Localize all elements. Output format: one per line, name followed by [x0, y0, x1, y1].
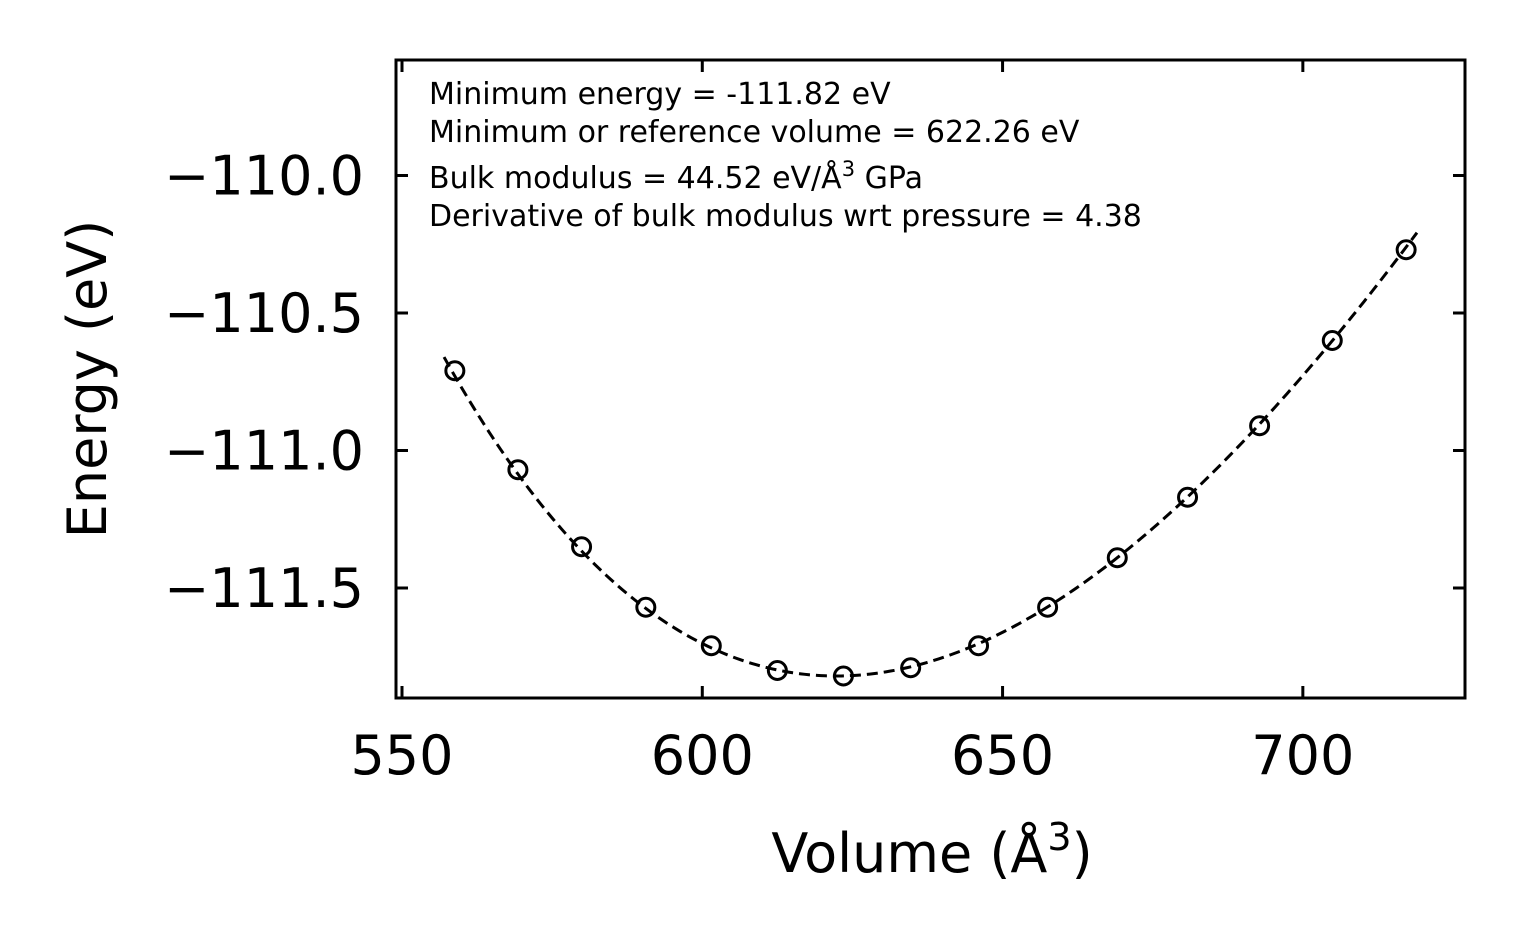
data-point — [968, 635, 990, 657]
plot-frame — [394, 58, 1467, 700]
data-point — [1321, 330, 1343, 351]
x-tick-label: 650 — [951, 724, 1054, 787]
annotation-bulk-modulus: Bulk modulus = 44.52 eV/Å3 GPa — [429, 157, 923, 196]
data-point — [700, 635, 722, 657]
y-tick-label: −110.5 — [164, 282, 364, 345]
x-axis-title-close: ) — [1072, 822, 1093, 885]
x-axis-title-sup: 3 — [1047, 815, 1071, 859]
data-point — [571, 536, 593, 558]
data-point — [1177, 486, 1199, 508]
data-point — [507, 459, 529, 481]
x-tick-label: 700 — [1251, 724, 1354, 787]
annotation-min-volume: Minimum or reference volume = 622.26 eV — [429, 115, 1080, 150]
x-tick-label: 550 — [350, 724, 453, 787]
data-point — [766, 660, 788, 681]
data-point — [1249, 415, 1271, 437]
y-axis-title: Energy (eV) — [56, 220, 119, 539]
bulk-modulus-sup: 3 — [842, 157, 855, 181]
data-point — [1037, 596, 1059, 618]
data-point — [444, 360, 466, 382]
y-tick-label: −111.0 — [164, 420, 364, 483]
data-point — [1106, 547, 1128, 569]
data-point — [1395, 239, 1417, 261]
x-tick-label: 600 — [651, 724, 754, 787]
y-tick-label: −111.5 — [164, 557, 364, 620]
y-tick-label: −110.0 — [164, 145, 364, 208]
fit-curve — [442, 231, 1419, 678]
x-axis-title: Volume (Å3) — [771, 815, 1092, 885]
y-axis-ticks: −110.0 −110.5 −111.0 −111.5 — [164, 145, 1465, 620]
bulk-modulus-unit: GPa — [855, 161, 923, 196]
x-axis-ticks: 550 600 650 700 — [350, 60, 1354, 787]
data-point — [635, 596, 657, 618]
annotation-min-energy: Minimum energy = -111.82 eV — [429, 77, 891, 112]
x-axis-title-text: Volume (Å — [771, 821, 1047, 885]
data-markers — [444, 239, 1417, 687]
data-point — [832, 665, 854, 687]
annotation-bulk-derivative: Derivative of bulk modulus wrt pressure … — [429, 199, 1142, 234]
bulk-modulus-text: Bulk modulus = 44.52 eV/Å — [429, 160, 842, 196]
data-point — [900, 657, 922, 679]
